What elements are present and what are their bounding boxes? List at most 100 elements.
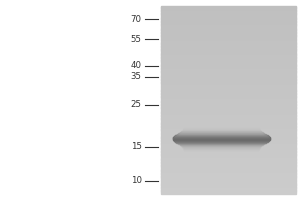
Bar — [180, 144, 263, 145]
Bar — [160, 169, 296, 170]
Bar — [160, 104, 296, 106]
Bar — [160, 31, 296, 33]
Bar — [160, 48, 296, 50]
Bar — [180, 144, 262, 145]
Bar — [160, 180, 296, 181]
Bar — [160, 42, 296, 44]
Bar — [160, 178, 296, 180]
Bar — [184, 128, 259, 129]
Bar — [160, 100, 296, 102]
Bar — [160, 137, 296, 139]
Bar — [160, 96, 296, 98]
Bar — [160, 86, 296, 87]
Bar — [160, 151, 296, 153]
Bar — [160, 40, 296, 42]
Bar — [160, 90, 296, 92]
Bar — [160, 192, 296, 194]
Bar — [160, 60, 296, 62]
Bar — [160, 117, 296, 119]
Bar — [160, 92, 296, 94]
Bar — [160, 122, 296, 123]
Bar — [160, 79, 296, 81]
Bar — [178, 133, 264, 134]
Bar — [160, 170, 296, 172]
Bar — [183, 130, 260, 131]
Bar — [160, 187, 296, 189]
Bar — [184, 150, 258, 151]
Bar — [160, 181, 296, 183]
Bar — [160, 131, 296, 133]
Bar — [182, 146, 260, 147]
Bar — [160, 56, 296, 58]
Bar — [160, 32, 296, 34]
Bar — [185, 121, 258, 122]
Bar — [174, 136, 269, 137]
Bar — [160, 43, 296, 45]
Bar — [160, 190, 296, 192]
Bar — [184, 127, 258, 128]
Text: 55: 55 — [130, 35, 142, 44]
Bar — [160, 34, 296, 36]
Bar — [160, 148, 296, 150]
Bar — [160, 78, 296, 80]
Bar — [160, 129, 296, 131]
Bar — [160, 123, 296, 125]
Bar — [160, 18, 296, 20]
Bar — [185, 156, 258, 157]
Bar — [184, 128, 259, 129]
Bar — [185, 125, 258, 126]
Bar — [182, 145, 261, 146]
Bar — [160, 147, 296, 149]
Bar — [160, 84, 296, 86]
Bar — [160, 95, 296, 97]
Bar — [160, 71, 296, 73]
Bar — [185, 155, 258, 156]
Bar — [160, 143, 296, 145]
Bar — [160, 15, 296, 17]
Bar — [160, 46, 296, 48]
Bar — [160, 183, 296, 185]
Bar — [160, 150, 296, 152]
Bar — [173, 137, 269, 138]
Bar — [160, 82, 296, 84]
Bar — [160, 107, 296, 109]
Bar — [173, 137, 270, 138]
Bar — [185, 153, 258, 154]
Bar — [160, 87, 296, 89]
Bar — [160, 186, 296, 188]
Bar — [160, 51, 296, 53]
Bar — [160, 68, 296, 70]
Bar — [185, 156, 258, 157]
Bar — [160, 12, 296, 14]
Bar — [183, 146, 260, 147]
Bar — [181, 145, 261, 146]
Bar — [160, 10, 296, 12]
Bar — [180, 132, 262, 133]
Bar — [160, 128, 296, 130]
Bar — [185, 124, 258, 125]
Bar — [175, 135, 268, 136]
Bar — [160, 184, 296, 186]
Bar — [160, 154, 296, 156]
Bar — [184, 126, 258, 127]
Bar — [160, 103, 296, 105]
Bar — [178, 143, 264, 144]
Bar — [160, 126, 296, 128]
Bar — [185, 155, 258, 156]
Bar — [185, 154, 258, 155]
Bar — [180, 132, 263, 133]
Bar — [160, 81, 296, 83]
Bar — [185, 123, 258, 124]
Bar — [184, 126, 258, 127]
Bar — [160, 114, 296, 116]
Bar — [183, 147, 260, 148]
Bar — [160, 53, 296, 55]
Bar — [160, 21, 296, 23]
Bar — [160, 57, 296, 59]
Bar — [176, 141, 267, 142]
Bar — [183, 129, 259, 130]
Bar — [160, 134, 296, 136]
Bar — [160, 70, 296, 72]
Bar — [160, 139, 296, 141]
Bar — [160, 176, 296, 178]
